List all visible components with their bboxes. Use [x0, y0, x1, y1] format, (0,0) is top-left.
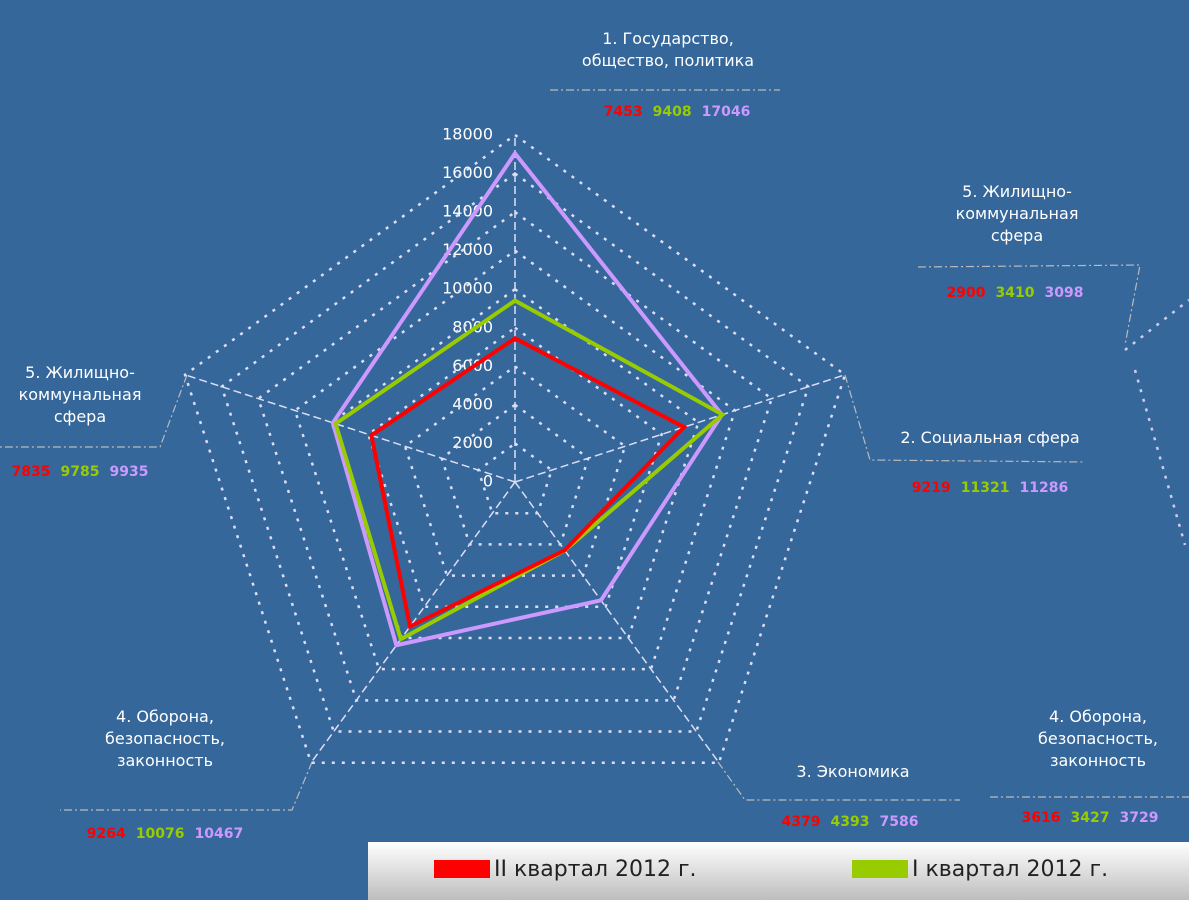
legend-swatch	[852, 860, 908, 878]
data-label: 3098	[1044, 285, 1084, 301]
category-label: 4. Оборона, безопасность, законность	[105, 707, 225, 770]
grid-ring	[256, 210, 774, 702]
category-label: 3. Экономика	[796, 762, 910, 781]
data-label: 3427	[1070, 810, 1110, 826]
data-label: 3410	[995, 285, 1035, 301]
spoke	[184, 374, 516, 483]
data-label: 2900	[946, 285, 986, 301]
data-label: 11321	[960, 480, 1010, 496]
y-tick-label: 4000	[452, 394, 493, 413]
y-tick-label: 10000	[442, 279, 493, 298]
spoke	[514, 481, 720, 764]
value-row: 7835 9785 9935	[0, 464, 230, 480]
data-label: 4379	[781, 814, 821, 830]
series-line	[369, 335, 688, 630]
y-tick-label: 0	[483, 472, 493, 491]
category-label: 5. Жилищно-коммунальная сфера	[18, 363, 142, 426]
leader-line	[0, 374, 188, 448]
value-row: 7453 9408 17046	[527, 104, 827, 120]
leader-line	[917, 264, 1141, 346]
data-label: 7453	[603, 104, 643, 120]
value-row: 9219 11321 11286	[840, 480, 1140, 496]
data-label: 9219	[911, 480, 951, 496]
legend-item: II квартал 2012 г.	[434, 857, 697, 882]
data-label: 10467	[194, 826, 244, 842]
spoke	[310, 481, 516, 764]
category-label: 2. Социальная сфера	[900, 428, 1080, 447]
data-label: 9408	[652, 104, 692, 120]
side-grid	[1124, 299, 1189, 351]
data-label: 9785	[60, 464, 100, 480]
category-label: 4. Оборона, безопасность, законность	[1038, 707, 1158, 770]
leader-line	[844, 374, 1086, 463]
data-label: 4393	[830, 814, 870, 830]
data-label: 10076	[135, 826, 185, 842]
value-row: 2900 3410 3098	[865, 285, 1165, 301]
y-tick-label: 18000	[442, 125, 493, 144]
grid-ring	[366, 326, 664, 609]
side-grid	[1133, 369, 1187, 546]
leader-line	[60, 761, 313, 811]
data-label: 7835	[11, 464, 51, 480]
data-label: 11286	[1019, 480, 1069, 496]
series-line	[330, 150, 725, 648]
legend-label: II квартал 2012 г.	[494, 857, 697, 882]
data-label: 17046	[701, 104, 751, 120]
data-label: 9264	[86, 826, 126, 842]
legend-label: I квартал 2012 г.	[912, 857, 1109, 882]
category-label: 5. Жилищно-коммунальная сфера	[955, 182, 1079, 245]
data-label: 3729	[1119, 810, 1159, 826]
legend-item: I квартал 2012 г.	[852, 857, 1108, 882]
series-line	[333, 298, 727, 643]
value-row: 3616 3427 3729	[940, 810, 1189, 826]
category-label: 1. Государство, общество, политика	[581, 29, 755, 70]
y-tick-label: 2000	[452, 433, 493, 452]
grid-ring	[220, 172, 810, 733]
value-row: 9264 10076 10467	[15, 826, 315, 842]
y-tick-label: 14000	[442, 202, 493, 221]
data-label: 7586	[879, 814, 919, 830]
y-tick-label: 16000	[442, 163, 493, 182]
legend: II квартал 2012 г. I квартал 2012 г.	[368, 842, 1189, 900]
data-label: 3616	[1021, 810, 1061, 826]
value-row: 4379 4393 7586	[700, 814, 1000, 830]
legend-swatch	[434, 860, 490, 878]
data-label: 9935	[109, 464, 149, 480]
